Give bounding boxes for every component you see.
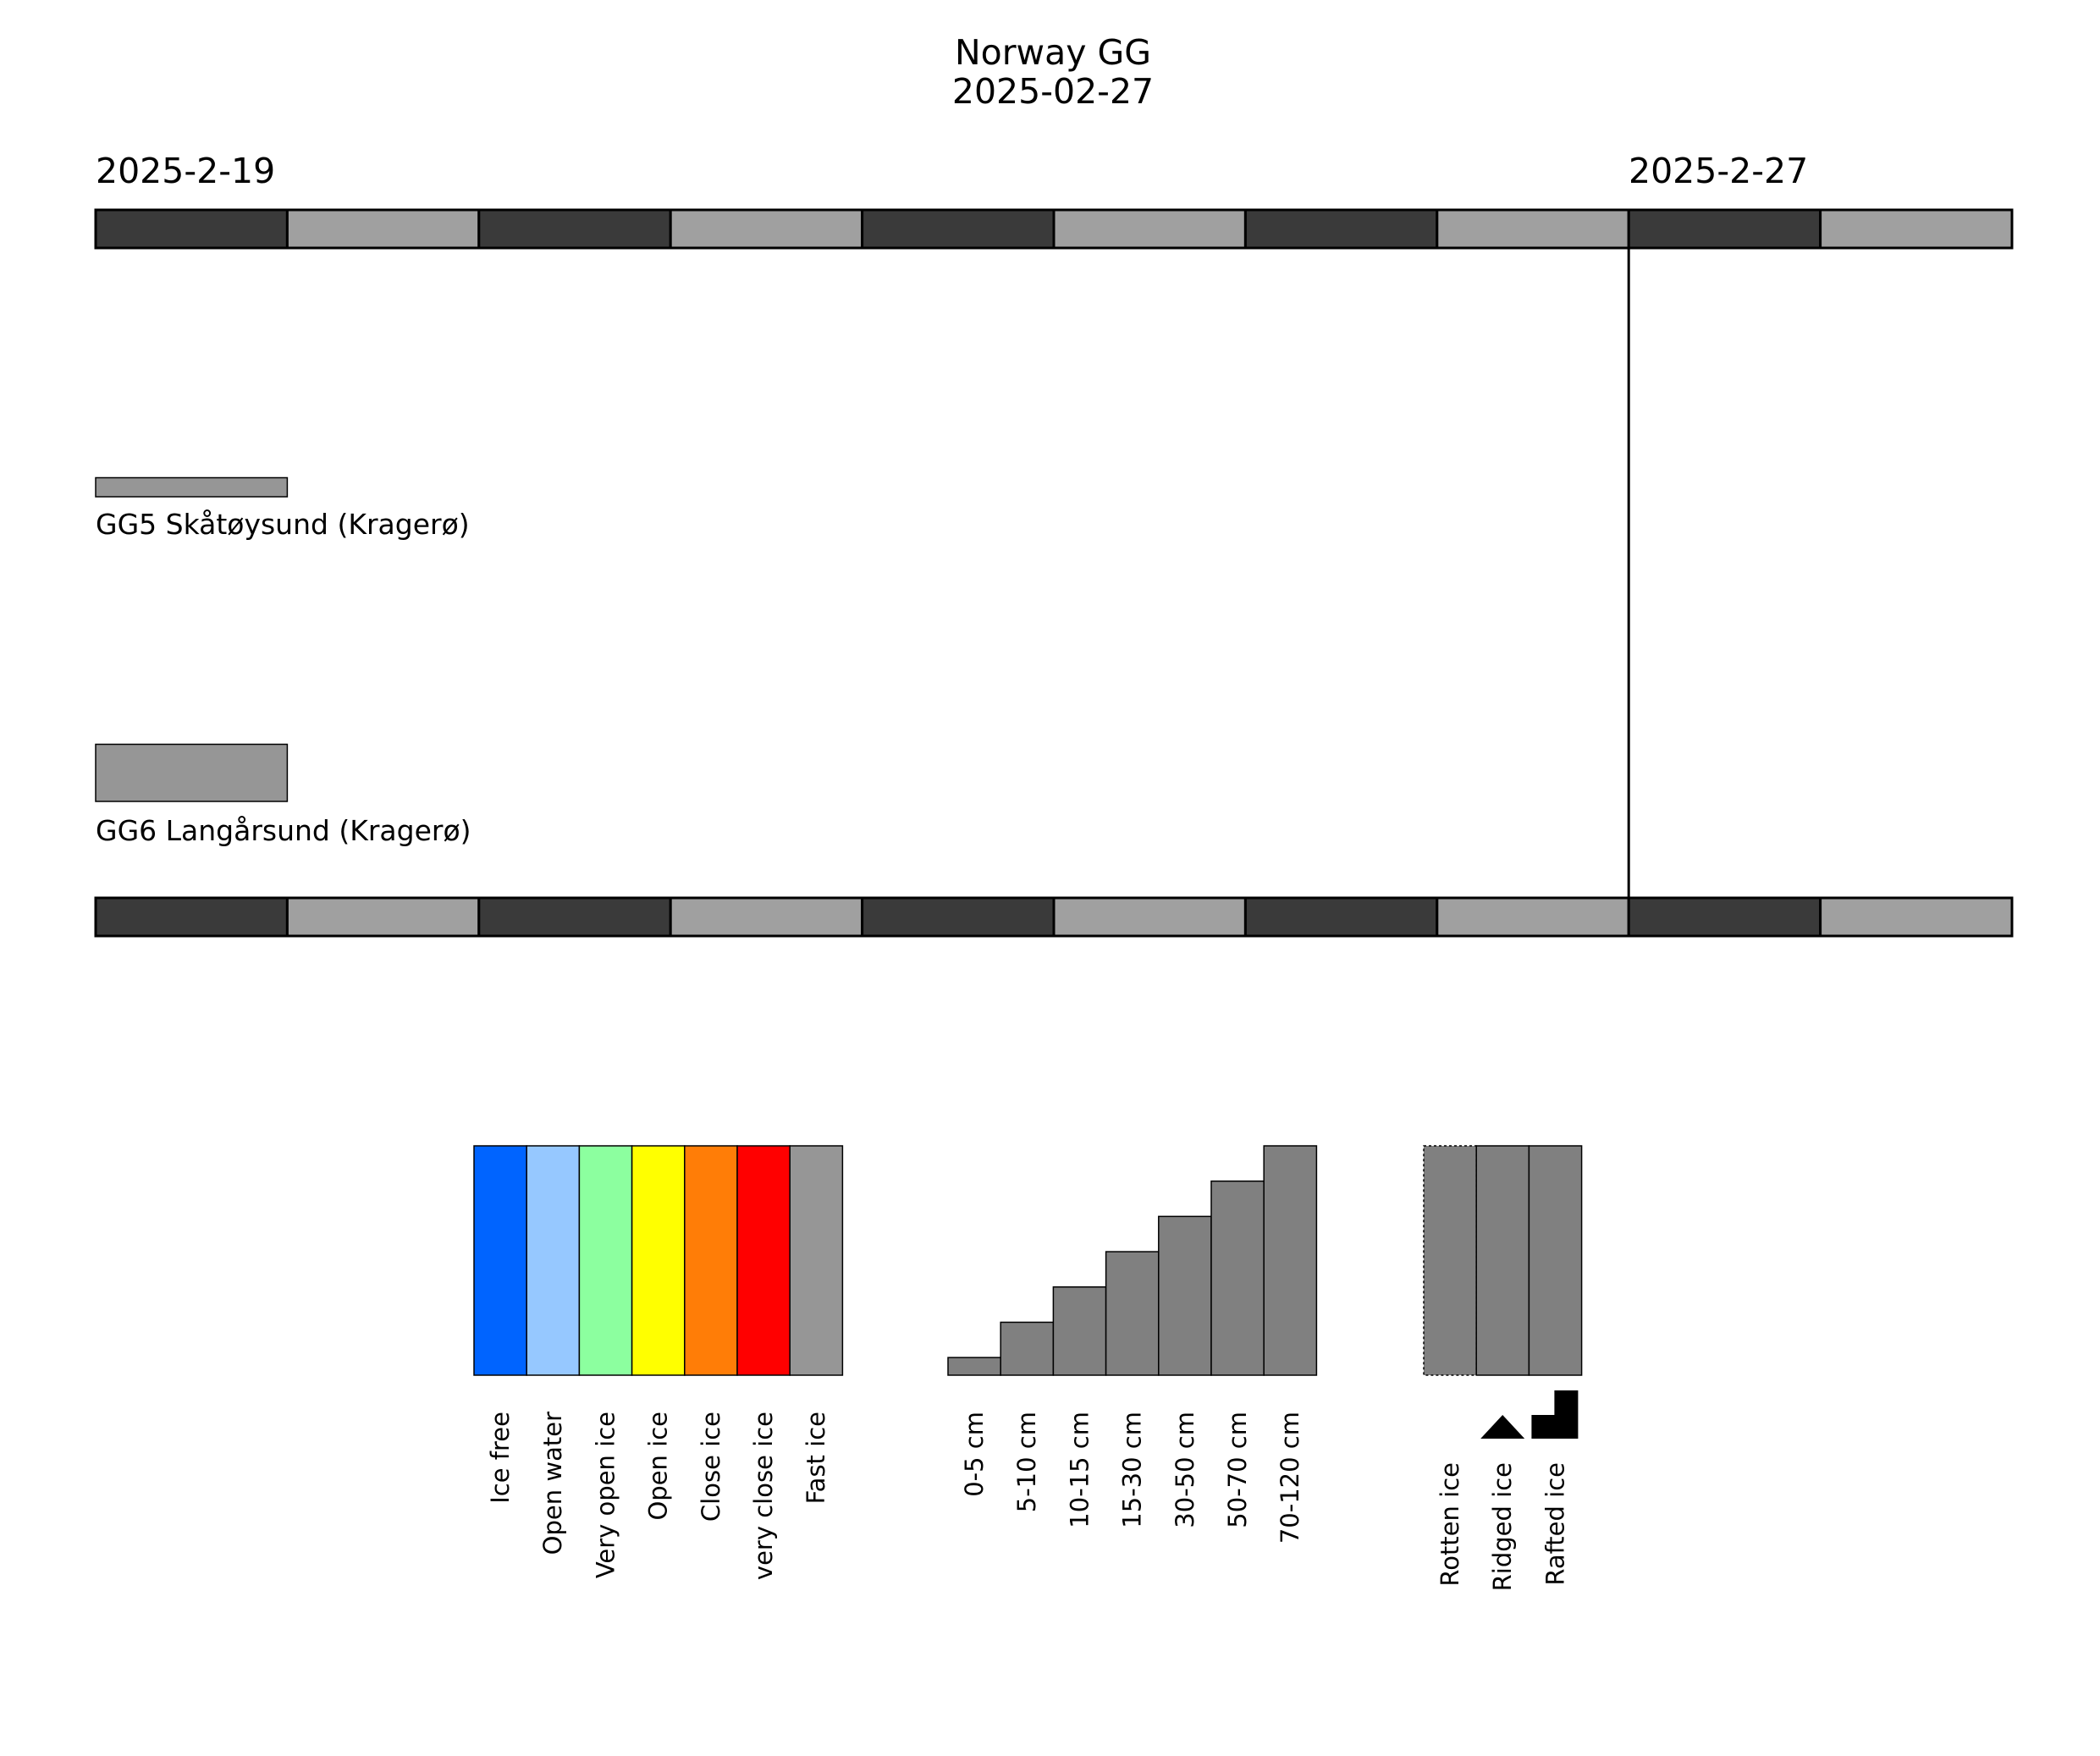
bottom-day-band [94,896,2014,938]
start-date-label: 2025-2-19 [96,151,275,191]
concentration-swatch [631,1145,686,1376]
feature-swatch [1528,1145,1583,1376]
concentration-swatch [526,1145,581,1376]
bottom-day-band-cell [1052,896,1247,938]
top-day-band-cell [285,208,481,250]
legend-label: Close ice [697,1412,725,1522]
top-day-band-cell [1052,208,1247,250]
bottom-day-band-cell [1819,896,2014,938]
rafted-ice-icon [1531,1390,1579,1439]
top-day-band-cell [477,208,672,250]
thickness-step-bar [1105,1251,1160,1376]
legend-label: Open ice [644,1412,673,1521]
top-day-band-cell [861,208,1056,250]
ice-concentration-legend: Ice free Open water Very open ice Open ice C… [473,1145,844,1580]
bottom-day-band-cell [1627,896,1822,938]
legend-label: Ridged ice [1488,1462,1517,1591]
concentration-swatch [736,1145,791,1376]
legend-label: very close ice [749,1412,778,1580]
legend-label: 50-70 cm [1223,1412,1252,1528]
station-label: GG6 Langårsund (Kragerø) [96,814,471,847]
legend-label: Fast ice [802,1412,830,1504]
top-day-band-cell [1819,208,2014,250]
end-date-label: 2025-2-27 [1629,151,1808,191]
legend-label: 30-50 cm [1171,1412,1199,1528]
top-day-band-cell [94,208,289,250]
thickness-step-bar [1263,1145,1318,1376]
concentration-swatch [684,1145,738,1376]
legend-label: Rotten ice [1436,1462,1464,1587]
bottom-day-band-cell [94,896,289,938]
legend-label: 0-5 cm [960,1412,989,1497]
legend-label: 5-10 cm [1012,1412,1041,1512]
legend-label: 10-15 cm [1065,1412,1094,1528]
top-day-band [94,208,2014,250]
ridged-ice-icon [1480,1415,1525,1439]
bottom-day-band-cell [861,896,1056,938]
concentration-swatch [578,1145,633,1376]
top-day-band-cell [1627,208,1822,250]
station-rows: GG5 Skåtøysund (Kragerø) GG6 Langårsund (… [95,476,471,847]
feature-swatch [1475,1145,1530,1376]
legend-label: 70-120 cm [1276,1412,1304,1544]
feature-swatch [1423,1145,1477,1376]
top-day-band-cell [669,208,864,250]
chart-subtitle: 2025-02-27 [952,71,1154,112]
thickness-step-bar [1158,1215,1212,1376]
legend-label: Rafted ice [1541,1462,1569,1586]
top-day-band-cell [1243,208,1439,250]
chart-title: Norway GG [955,32,1151,73]
bottom-day-band-cell [285,896,481,938]
top-day-band-cell [1436,208,1630,250]
legend-label: Very open ice [591,1412,620,1578]
legend-label: 15-30 cm [1118,1412,1147,1528]
thickness-step-bar [1000,1321,1055,1376]
thickness-step-bar [1052,1286,1107,1376]
bottom-day-band-cell [1243,896,1439,938]
bottom-day-band-cell [669,896,864,938]
station-ice-bar [95,743,289,802]
bottom-day-band-cell [1436,896,1630,938]
station-label: GG5 Skåtøysund (Kragerø) [96,508,470,541]
legend-label: Ice free [486,1412,515,1504]
concentration-swatch [473,1145,527,1376]
ice-features-legend: Rotten ice Ridged ice Rafted ice [1423,1145,1583,1591]
concentration-swatch [789,1145,844,1376]
thickness-step-bar [947,1357,1001,1376]
thickness-step-bar [1210,1180,1265,1376]
ice-thickness-legend: 0-5 cm 5-10 cm 10-15 cm 15-30 cm 30-50 cm 50-… [947,1145,1318,1544]
legend-label: Open water [538,1412,567,1555]
bottom-day-band-cell [477,896,672,938]
station-ice-bar [95,476,289,498]
